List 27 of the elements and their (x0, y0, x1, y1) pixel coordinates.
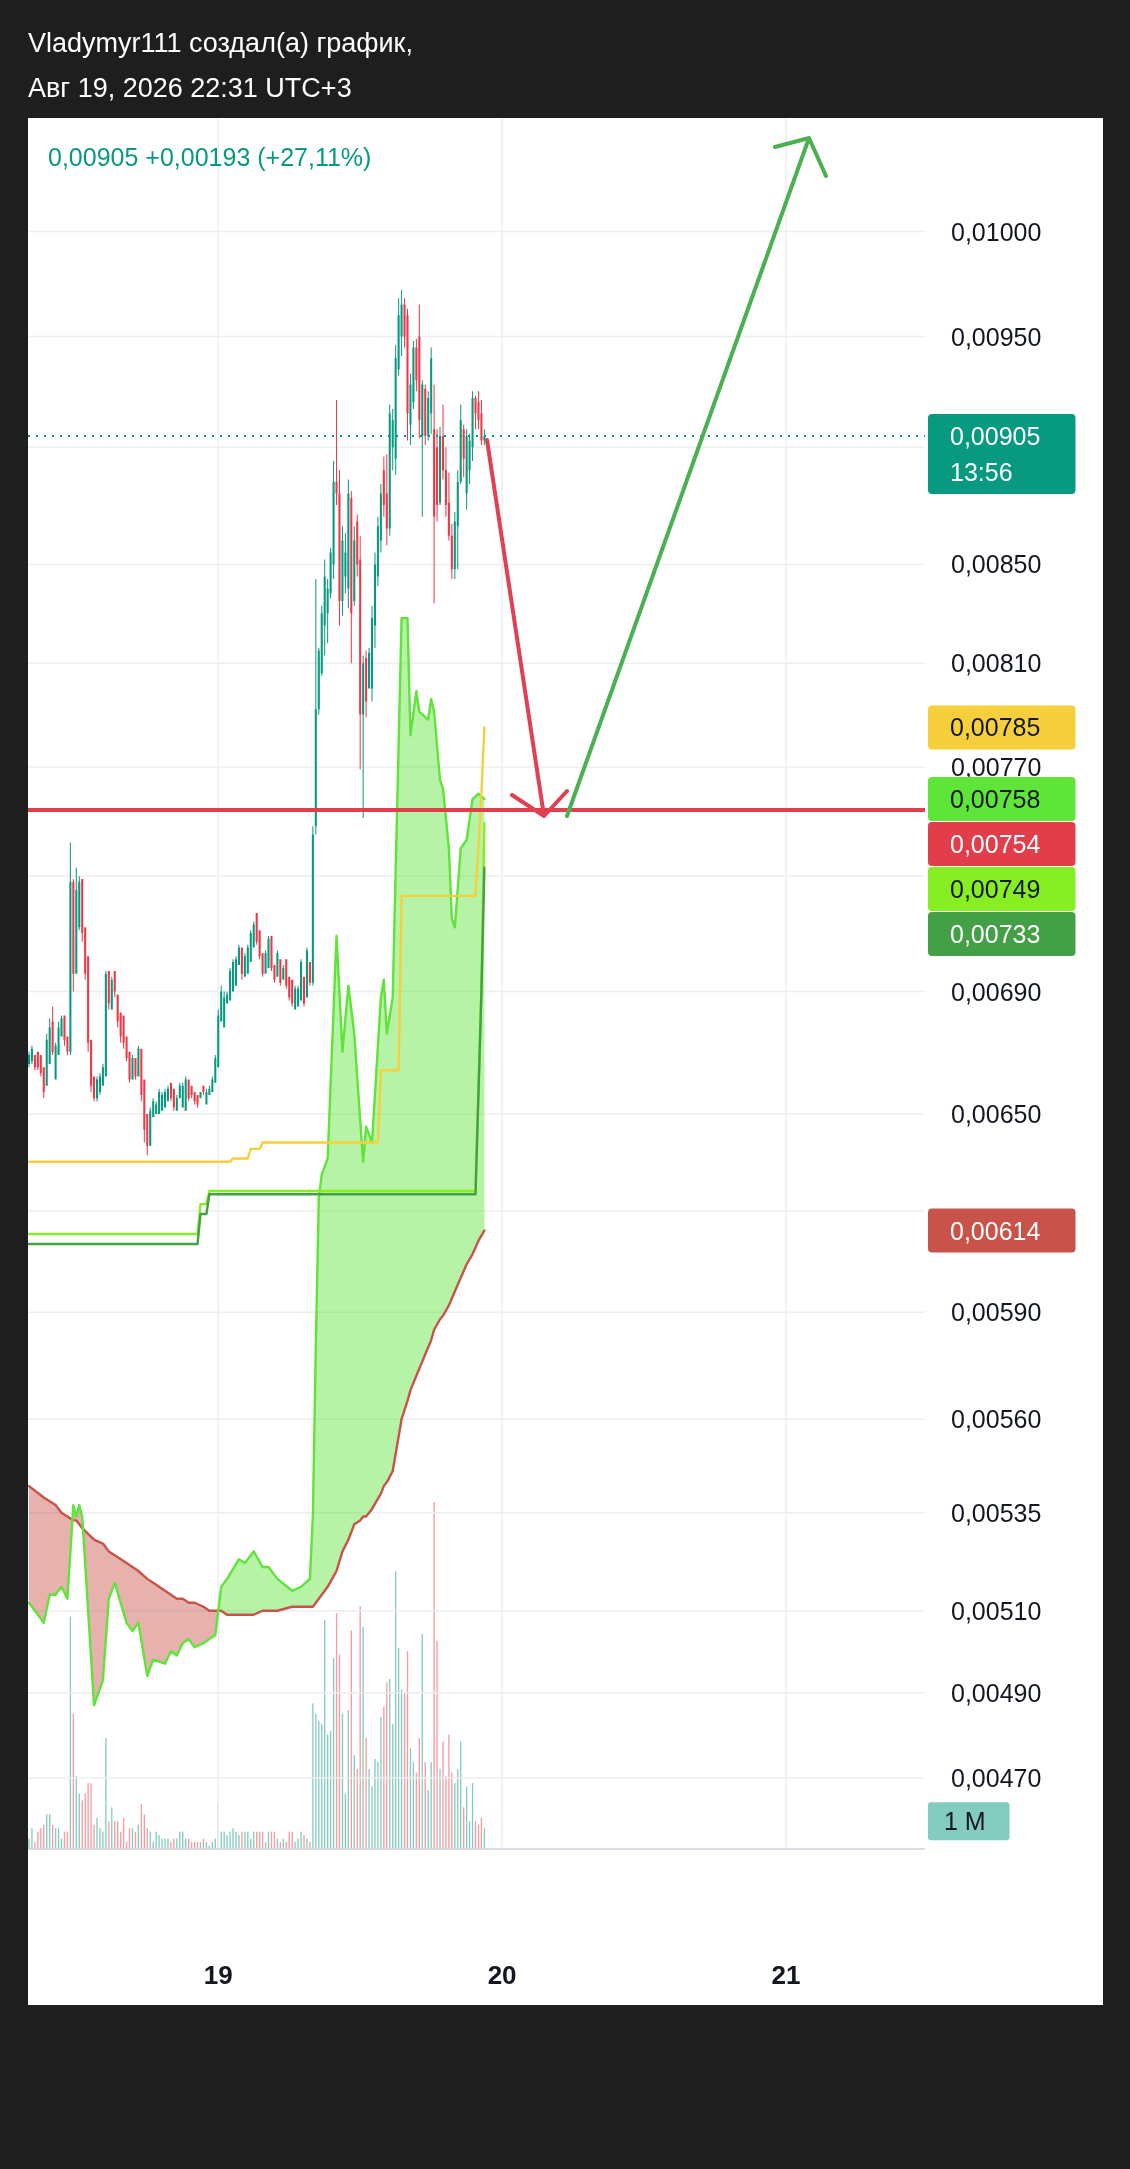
y-tick-label: 0,00810 (951, 649, 1042, 678)
text: 0,00614 (950, 1216, 1041, 1245)
text: 0,00785 (950, 713, 1041, 742)
text: 1 M (944, 1807, 986, 1836)
text: 0,00749 (950, 875, 1041, 904)
y-tick-label: 0,00650 (951, 1099, 1042, 1128)
y-tick-label: 0,01000 (951, 217, 1042, 246)
ref-line-label: 0,00754 (950, 830, 1041, 859)
x-tick-label: 19 (203, 1960, 233, 1990)
text: 0,00758 (950, 785, 1041, 814)
y-tick-label: 0,00850 (951, 550, 1042, 579)
y-tick-label: 0,00690 (951, 977, 1042, 1006)
y-tick-label: 0,00560 (951, 1405, 1042, 1434)
y-tick-label: 0,00470 (951, 1764, 1042, 1793)
chart-subtitle: Авг 19, 2026 22:31 UTC+3 (28, 73, 352, 103)
x-tick-label: 21 (771, 1960, 801, 1990)
y-tick-label: 0,00590 (951, 1298, 1042, 1327)
x-tick-label: 20 (487, 1960, 517, 1990)
ref-line-label: 0,00905 13:56 (950, 422, 1041, 487)
chart-title: Vladymyr111 создал(а) график, (28, 28, 413, 58)
y-tick-label: 0,00950 (951, 322, 1042, 351)
y-tick-label: 0,00770 (951, 752, 1042, 781)
y-tick-label: 0,00490 (951, 1678, 1042, 1707)
annotation: 0,00905 +0,00193 (+27,11%) (48, 143, 372, 171)
y-tick-label: 0,00535 (951, 1498, 1042, 1527)
text: 0,00733 (950, 920, 1041, 949)
y-tick-label: 0,00510 (951, 1596, 1042, 1625)
